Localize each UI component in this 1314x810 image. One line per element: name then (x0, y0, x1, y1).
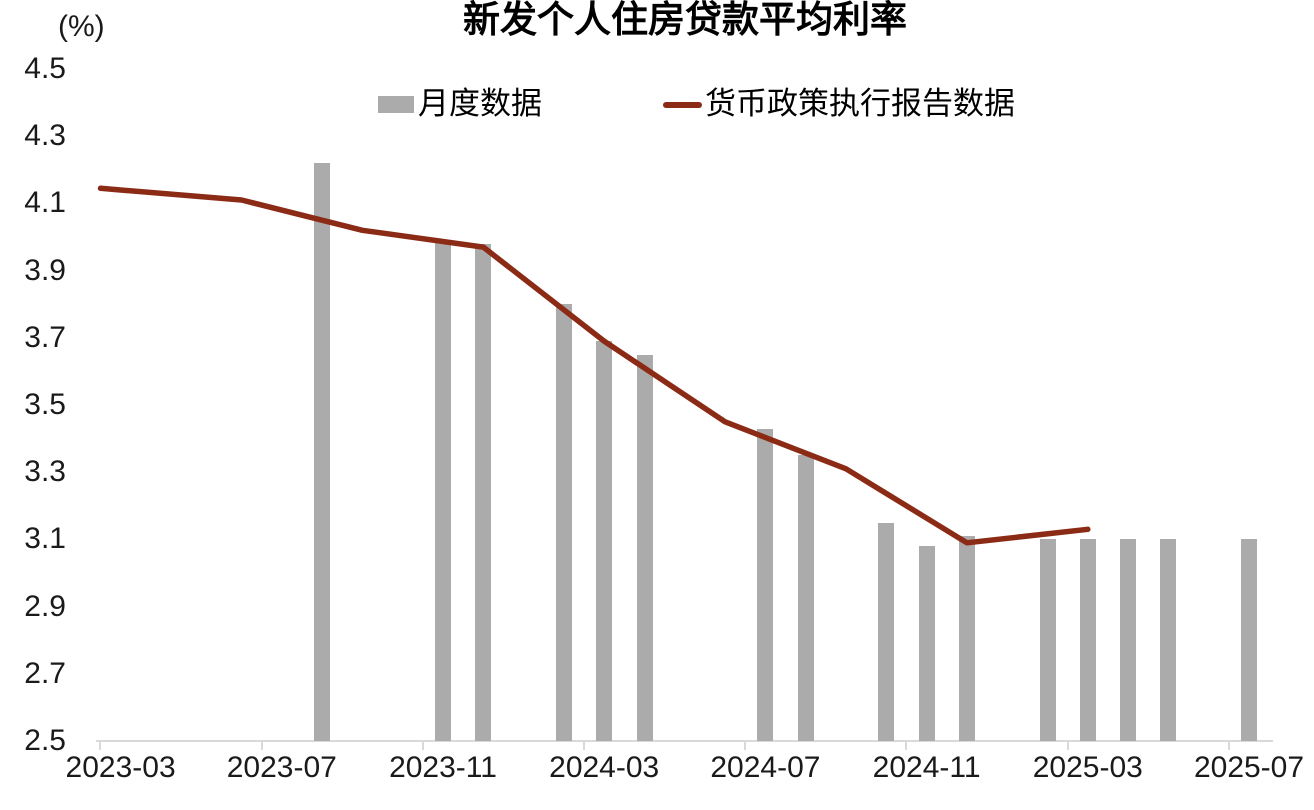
x-tick-label: 2025-07 (1193, 751, 1305, 784)
y-tick-label: 3.5 (24, 388, 66, 421)
x-axis-tick (905, 741, 908, 750)
y-tick-label: 3.9 (24, 253, 66, 287)
x-tick-label: 2023-07 (226, 751, 337, 784)
x-axis-tick (99, 741, 102, 750)
monthly-rate-bar (1039, 539, 1056, 741)
x-axis-tick (1066, 741, 1069, 750)
monthly-rate-bar (1120, 539, 1137, 741)
monthly-rate-bar (435, 240, 451, 741)
policy-report-line (97, 185, 1091, 546)
x-tick-label: 2023-11 (389, 751, 497, 784)
x-tick-label: 2025-03 (1032, 751, 1143, 784)
monthly-rate-bar (555, 304, 572, 741)
y-tick-label: 2.5 (24, 724, 66, 757)
monthly-rate-bar (636, 354, 653, 741)
monthly-rate-bar (918, 546, 935, 741)
x-axis-line (96, 740, 1274, 742)
monthly-rate-bar (1241, 539, 1257, 741)
legend-line-swatch (663, 102, 702, 108)
y-tick-label: 3.7 (24, 320, 66, 354)
monthly-rate-bar (878, 522, 895, 741)
x-tick-label: 2023-03 (65, 751, 176, 784)
monthly-rate-bar (797, 455, 814, 741)
y-tick-label: 4.1 (24, 186, 66, 220)
x-tick-label: 2024-11 (872, 751, 981, 784)
y-tick-label: 4.3 (24, 119, 66, 153)
x-tick-label: 2024-07 (710, 751, 821, 784)
monthly-rate-bar (757, 428, 774, 741)
x-axis-tick (744, 741, 747, 750)
monthly-rate-bar (314, 163, 331, 741)
y-tick-label: 3.1 (24, 522, 66, 556)
x-axis-tick (583, 741, 586, 750)
x-axis-tick (260, 741, 263, 750)
y-tick-label: 4.5 (24, 52, 66, 85)
y-tick-label: 3.3 (24, 455, 66, 489)
monthly-rate-bar (1079, 539, 1096, 741)
chart-title: 新发个人住房贷款平均利率 (463, 0, 907, 40)
monthly-rate-bar (958, 536, 975, 741)
legend-line-label: 货币政策执行报告数据 (705, 86, 1015, 121)
legend-bar-swatch (378, 96, 414, 113)
legend-bar-label: 月度数据 (418, 86, 542, 121)
monthly-rate-bar (1160, 539, 1177, 741)
x-tick-label: 2024-03 (549, 751, 660, 784)
x-axis-tick (1227, 741, 1230, 750)
monthly-rate-bar (475, 243, 492, 741)
y-tick-label: 2.9 (24, 589, 66, 623)
x-axis-tick (421, 741, 424, 750)
monthly-rate-bar (596, 341, 613, 741)
y-axis-unit-label: (%) (58, 10, 105, 43)
y-tick-label: 2.7 (24, 656, 66, 690)
